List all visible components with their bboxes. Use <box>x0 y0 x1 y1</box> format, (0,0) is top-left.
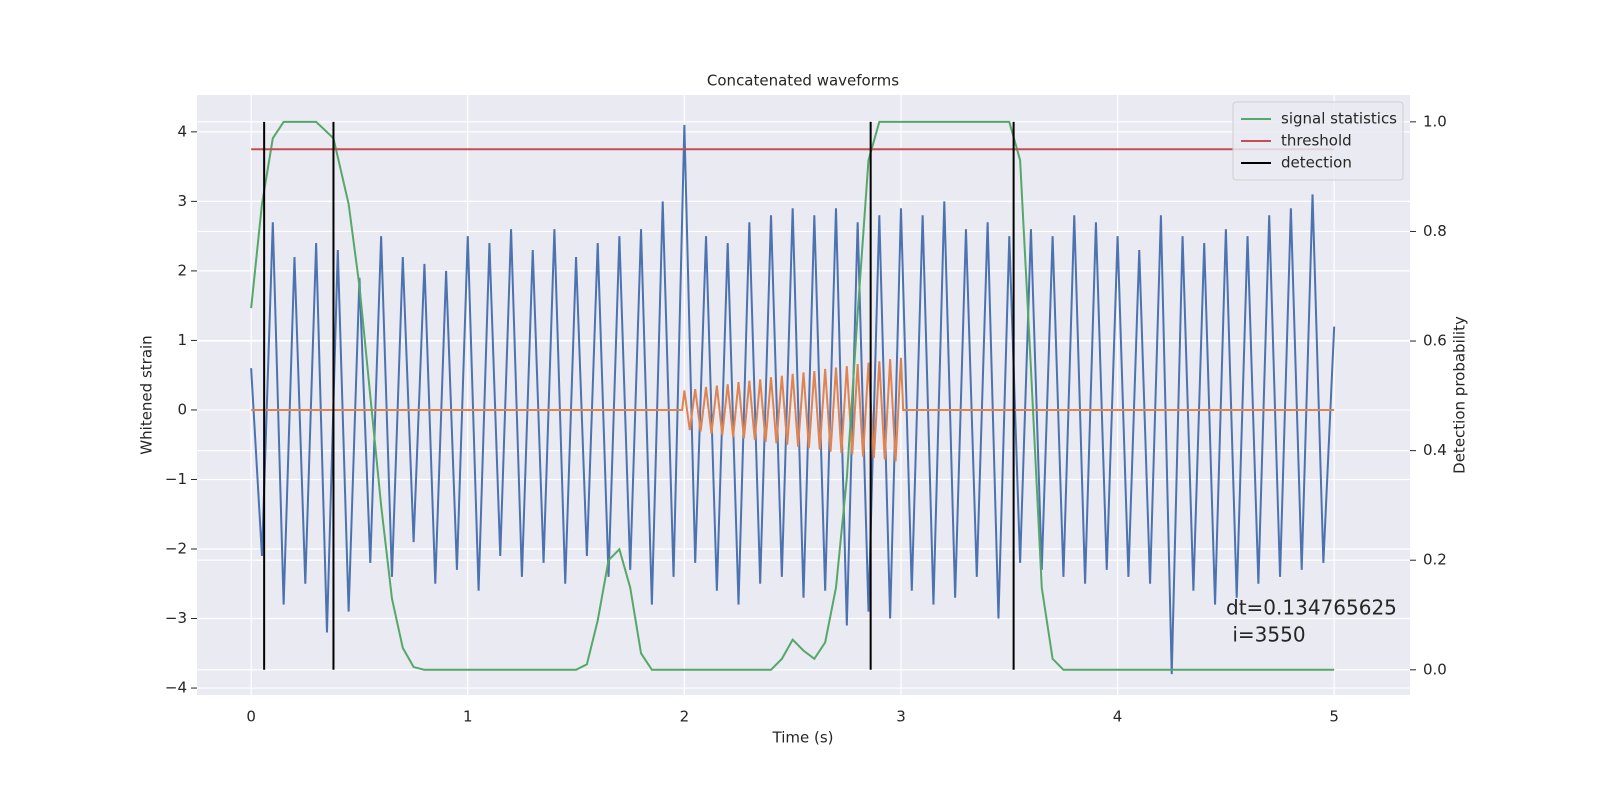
chart-title: Concatenated waveforms <box>707 72 899 90</box>
y2-axis-label: Detection probability <box>1451 316 1469 474</box>
series-line <box>251 357 1335 462</box>
x-tick-label: 2 <box>680 708 690 726</box>
annotation: i=3550 <box>1226 623 1306 647</box>
y-tick-label: −1 <box>165 470 187 488</box>
legend: signal statistics threshold detection <box>1232 101 1404 181</box>
legend-label: detection <box>1281 154 1352 172</box>
x-tick-label: 1 <box>463 708 473 726</box>
y-tick-label: −2 <box>165 539 187 557</box>
x-tick-label: 0 <box>246 708 256 726</box>
x-axis-label: Time (s) <box>772 729 834 747</box>
series-line <box>250 124 1336 675</box>
y-tick-label: 2 <box>177 261 187 279</box>
y-tick-label: 1 <box>177 331 187 349</box>
y2-tick-label: 1.0 <box>1423 112 1447 130</box>
y2-tick-label: 0.8 <box>1423 222 1447 240</box>
y2-tick-label: 0.6 <box>1423 332 1447 350</box>
legend-label: signal statistics <box>1281 110 1397 128</box>
legend-label: threshold <box>1281 132 1352 150</box>
y2-tick-label: 0.0 <box>1423 660 1447 678</box>
y-tick-label: −4 <box>165 679 187 697</box>
y-axis-label: Whitened strain <box>138 335 156 454</box>
x-tick-label: 4 <box>1113 708 1123 726</box>
x-tick-label: 5 <box>1329 708 1339 726</box>
y-tick-label: 3 <box>177 192 187 210</box>
x-tick-label: 3 <box>896 708 906 726</box>
legend-box <box>1232 101 1404 181</box>
y2-tick-label: 0.4 <box>1423 441 1447 459</box>
y-tick-label: −3 <box>165 609 187 627</box>
annotation: dt=0.134765625 <box>1226 596 1397 620</box>
marks <box>250 120 1336 675</box>
y2-tick-label: 0.2 <box>1423 551 1447 569</box>
y-tick-label: 0 <box>177 400 187 418</box>
y-tick-label: 4 <box>177 122 187 140</box>
series-line <box>250 120 1335 671</box>
